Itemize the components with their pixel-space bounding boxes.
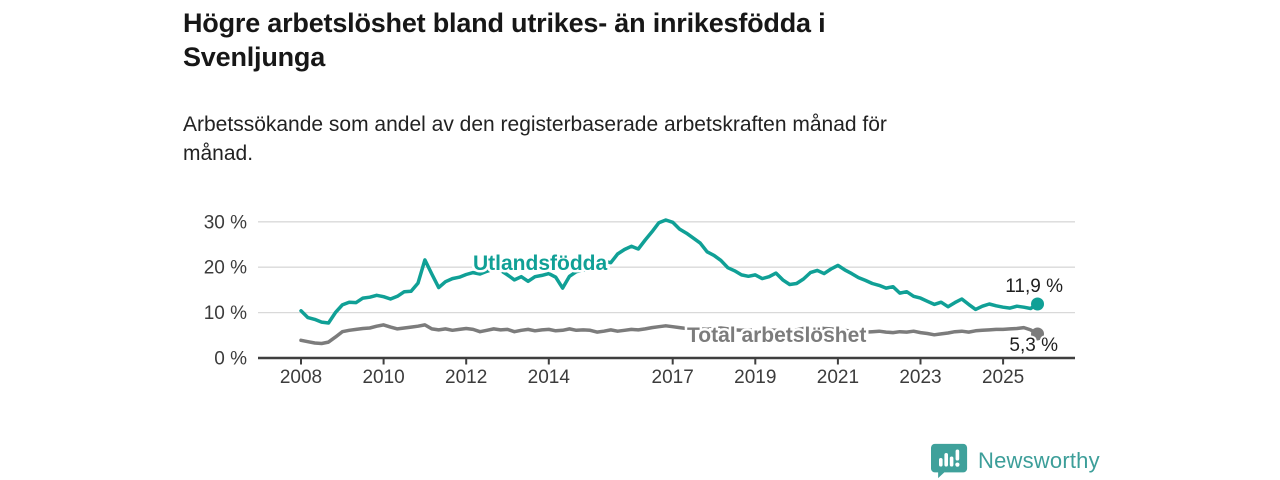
- total-arbetsl-shet-line: [299, 323, 1040, 346]
- x-axis-label-2019: 2019: [734, 367, 776, 388]
- newsworthy-logo-icon: [931, 443, 968, 479]
- y-axis-label-0: 0 %: [214, 349, 247, 370]
- page-title-line2: Svenljunga: [183, 42, 326, 72]
- utlandsf-dda-end-dot: [1031, 297, 1045, 311]
- x-axis-label-2017: 2017: [652, 367, 694, 388]
- page-subtitle-line1: Arbetssökande som andel av den registerb…: [183, 113, 887, 136]
- page-subtitle: Arbetssökande som andel av den registerb…: [183, 110, 1043, 168]
- page-subtitle-line2: månad.: [183, 142, 254, 165]
- x-axis-label-2023: 2023: [899, 367, 941, 388]
- utlandsf-dda-series-label: Utlandsfödda: [473, 252, 607, 275]
- y-axis-label-10: 10 %: [204, 303, 247, 324]
- x-axis-label-2014: 2014: [528, 367, 571, 388]
- utlandsf-dda-end-label: 11,9 %: [1005, 276, 1063, 297]
- brand-footer: Newsworthy: [931, 443, 1100, 479]
- x-axis-label-2025: 2025: [982, 367, 1024, 388]
- page-title: Högre arbetslöshet bland utrikes- än inr…: [183, 6, 1043, 74]
- total-arbetsl-shet-end-dot: [1031, 327, 1045, 341]
- x-axis-label-2012: 2012: [445, 367, 487, 388]
- page-title-line1: Högre arbetslöshet bland utrikes- än inr…: [183, 8, 826, 38]
- x-axis-label-2008: 2008: [280, 367, 322, 388]
- total-arbetsl-shet-end-label: 5,3 %: [1009, 335, 1058, 356]
- utlandsf-dda-line: [299, 218, 1040, 325]
- y-axis-label-20: 20 %: [204, 258, 247, 279]
- y-axis-label-30: 30 %: [204, 212, 247, 233]
- total-arbetsl-shet-series-label: Total arbetslöshet: [687, 324, 866, 347]
- x-axis-label-2021: 2021: [817, 367, 859, 388]
- brand-name: Newsworthy: [978, 448, 1100, 473]
- x-axis-label-2010: 2010: [362, 367, 404, 388]
